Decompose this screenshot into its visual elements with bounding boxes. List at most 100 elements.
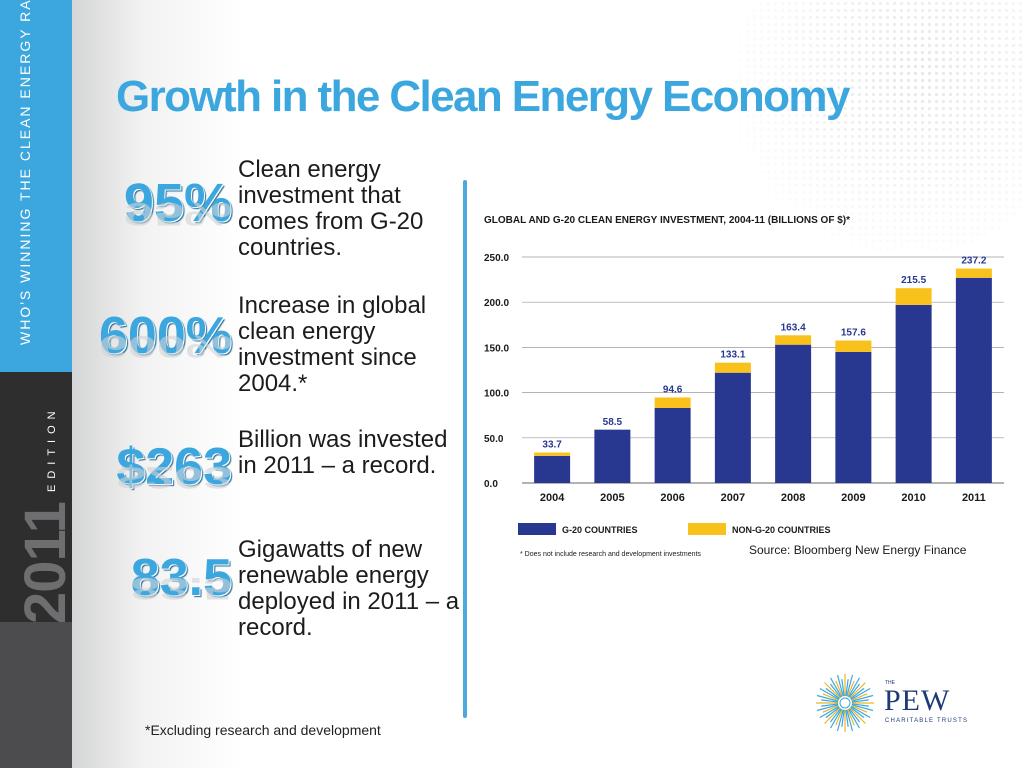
sunburst-ray xyxy=(836,674,844,697)
sunburst-ray xyxy=(835,709,843,726)
x-tick-label: 2006 xyxy=(660,492,684,504)
sidebar-edition-label: EDITION xyxy=(46,405,58,492)
sunburst-ray xyxy=(824,682,841,699)
bar-g20 xyxy=(594,429,631,483)
bar-g20 xyxy=(955,277,992,483)
sunburst-ray xyxy=(848,683,861,698)
sunburst-ray xyxy=(847,680,855,697)
sunburst-ray xyxy=(847,677,861,698)
stat-value-reflection: 83.5 xyxy=(130,571,232,606)
sunburst-icon xyxy=(816,674,874,732)
sunburst-ray xyxy=(848,708,861,723)
x-tick-label: 2007 xyxy=(721,492,745,504)
y-tick-label: 100.0 xyxy=(484,389,509,400)
sunburst-ray xyxy=(841,709,845,727)
chart-note: * Does not include research and developm… xyxy=(520,551,701,558)
bar-total-label: 237.2 xyxy=(961,256,986,267)
bar-total-label: 33.7 xyxy=(542,440,562,451)
sunburst-ray xyxy=(851,705,868,713)
bar-non-g20 xyxy=(714,362,751,373)
sunburst-ray xyxy=(850,687,871,701)
bar-total-label: 163.4 xyxy=(781,322,806,333)
pew-logo: THE PEW CHARITABLE TRUSTS xyxy=(816,674,968,732)
sidebar-blue-band xyxy=(0,0,72,372)
investment-bar-chart: GLOBAL AND G-20 CLEAN ENERGY INVESTMENT,… xyxy=(484,215,1004,558)
logo-subtitle: CHARITABLE TRUSTS xyxy=(885,718,968,724)
sunburst-ray xyxy=(849,707,866,724)
bar-total-label: 58.5 xyxy=(603,417,623,428)
bar-g20 xyxy=(714,372,751,483)
bar-non-g20 xyxy=(955,268,992,278)
x-tick-label: 2009 xyxy=(841,492,865,504)
x-tick-label: 2011 xyxy=(962,492,986,504)
sunburst-ray xyxy=(845,709,849,727)
bar-non-g20 xyxy=(654,397,691,408)
sunburst-ray xyxy=(851,699,869,703)
sunburst-ray xyxy=(829,677,843,698)
bar-non-g20 xyxy=(534,452,571,456)
sunburst-ray xyxy=(816,704,839,712)
footnote: *Excluding research and development xyxy=(145,722,381,738)
sunburst-ray xyxy=(825,706,840,719)
sunburst-ray xyxy=(851,694,874,702)
y-tick-label: 150.0 xyxy=(484,343,509,354)
sunburst-ray xyxy=(851,703,869,707)
stat-value-reflection: $263 xyxy=(116,460,232,495)
stat-value-gigawatts: 83.5 xyxy=(130,549,232,607)
sunburst-ray xyxy=(829,708,842,723)
slide-title: Growth in the Clean Energy Economy xyxy=(116,72,850,121)
sunburst-ray xyxy=(847,708,861,729)
logo-name: PEW xyxy=(884,684,950,717)
bar-g20 xyxy=(835,351,872,483)
chart-bars xyxy=(534,268,992,483)
stat-description-gigawatts: Gigawatts of new renewable energy deploy… xyxy=(238,536,460,641)
sunburst-ray xyxy=(850,705,871,719)
sunburst-ray xyxy=(836,709,844,732)
sunburst-ray xyxy=(822,705,839,713)
sunburst-ray xyxy=(847,709,855,726)
sunburst-ray xyxy=(816,694,839,702)
sunburst-ray xyxy=(851,693,868,701)
x-tick-label: 2008 xyxy=(781,492,805,504)
sidebar-series-title: WHO'S WINNING THE CLEAN ENERGY RACE? xyxy=(17,0,33,345)
bar-non-g20 xyxy=(835,340,872,352)
stat-value-g20-share: 95% xyxy=(123,173,232,233)
x-tick-label: 2010 xyxy=(901,492,925,504)
sunburst-ray xyxy=(850,706,865,719)
bar-g20 xyxy=(775,344,812,483)
sunburst-ray xyxy=(849,682,866,699)
chart-gridlines xyxy=(522,256,1004,484)
chart-labels: 0.0 50.0 100.0 150.0 200.0 250.0 33.7 2004 58.5 2… xyxy=(484,253,987,504)
sunburst-ray xyxy=(824,707,841,724)
sunburst-ray xyxy=(835,680,843,697)
bar-total-label: 133.1 xyxy=(720,350,745,361)
sidebar: WHO'S WINNING THE CLEAN ENERGY RACE? 201… xyxy=(0,0,78,768)
y-tick-label: 250.0 xyxy=(484,253,509,264)
stat-value-growth: 600% xyxy=(99,307,232,365)
sunburst-ray xyxy=(841,679,845,697)
sunburst-center xyxy=(839,697,851,709)
sunburst-ray xyxy=(821,699,839,703)
sunburst-ray xyxy=(845,679,849,697)
vertical-divider xyxy=(463,180,467,718)
bar-g20 xyxy=(654,407,691,483)
y-tick-label: 50.0 xyxy=(484,434,504,445)
bar-g20 xyxy=(895,304,932,483)
sunburst-ray xyxy=(829,708,843,729)
globe-decoration xyxy=(730,0,1024,250)
sunburst-ray xyxy=(846,709,854,732)
stat-description-g20-share: Clean energy investment that comes from … xyxy=(238,156,424,261)
legend-label-g20: G-20 COUNTRIES xyxy=(562,525,638,535)
sunburst-ray xyxy=(850,687,865,700)
y-tick-label: 0.0 xyxy=(484,479,498,490)
sunburst-ray xyxy=(819,687,840,701)
bar-total-label: 215.5 xyxy=(901,275,926,286)
bar-total-label: 94.6 xyxy=(663,384,683,395)
stat-value-reflection: 600% xyxy=(99,329,232,364)
stat-value-investment-2011: $263 xyxy=(116,438,232,496)
stat-description-growth: Increase in global clean energy investme… xyxy=(238,292,427,397)
sidebar-grey-band xyxy=(0,622,72,768)
x-tick-label: 2005 xyxy=(600,492,624,504)
sunburst-ray xyxy=(821,703,839,707)
bar-total-label: 157.6 xyxy=(841,328,866,339)
